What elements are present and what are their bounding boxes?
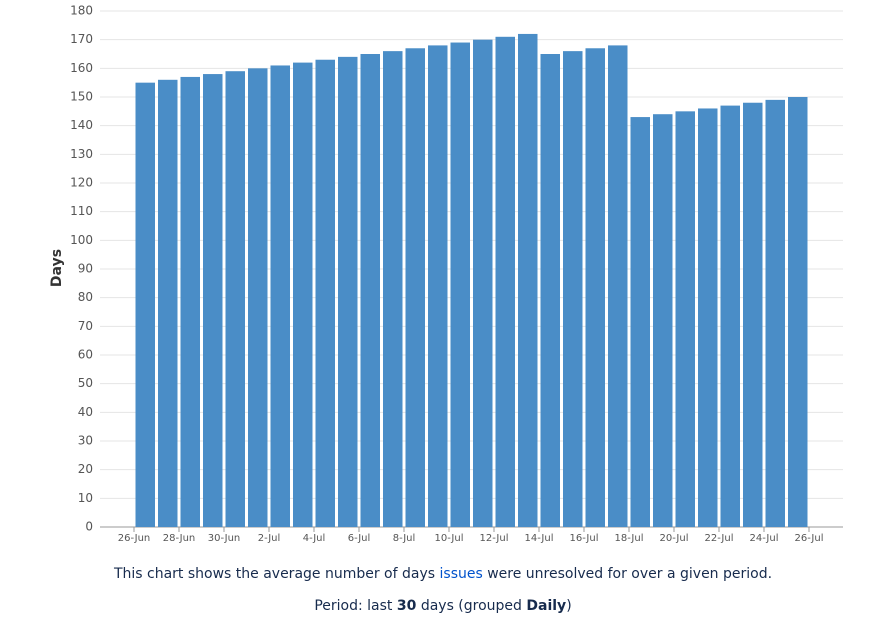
caption: This chart shows the average number of d… — [0, 566, 886, 582]
bar — [315, 59, 335, 527]
bar — [270, 65, 290, 527]
bar — [338, 56, 358, 527]
x-tick-label: 18-Jul — [615, 533, 644, 544]
bar — [293, 62, 313, 527]
y-tick-label: 50 — [78, 376, 93, 390]
bar — [180, 76, 200, 527]
y-tick-label: 160 — [70, 61, 93, 75]
y-tick-label: 90 — [78, 262, 93, 276]
caption-text: were unresolved for over a given period. — [487, 566, 773, 582]
x-tick-label: 8-Jul — [393, 533, 416, 544]
bar — [608, 45, 628, 528]
x-tick-label: 12-Jul — [480, 533, 509, 544]
x-tick-label: 28-Jun — [163, 533, 196, 544]
bar — [563, 51, 583, 528]
y-tick-label: 100 — [70, 233, 93, 247]
period-text: Period: last — [314, 598, 393, 614]
x-tick-label: 24-Jul — [750, 533, 779, 544]
bar — [203, 74, 223, 528]
period-text: days (grouped — [420, 598, 522, 614]
y-tick-label: 110 — [70, 204, 93, 218]
x-tick-label: 14-Jul — [525, 533, 554, 544]
y-tick-label: 10 — [78, 491, 93, 505]
bar — [518, 33, 538, 527]
bar — [248, 68, 268, 527]
bar — [788, 97, 808, 527]
x-tick-label: 2-Jul — [258, 533, 281, 544]
period-text: ) — [566, 598, 572, 614]
y-tick-label: 140 — [70, 118, 93, 132]
bar — [698, 108, 718, 527]
y-tick-label: 130 — [70, 147, 93, 161]
y-tick-label: 40 — [78, 405, 93, 419]
bar — [630, 117, 650, 528]
y-tick-label: 70 — [78, 319, 93, 333]
bar — [585, 48, 605, 528]
period: Period: last 30 days (grouped Daily) — [0, 598, 886, 614]
y-tick-label: 120 — [70, 176, 93, 190]
caption-text: This chart shows the average number of d… — [113, 566, 436, 582]
chart: Days 0 10 20 30 40 50 60 70 80 90 100 110 120 130 140 1… — [49, 4, 843, 544]
bar — [765, 99, 785, 527]
bar — [495, 36, 515, 528]
period-grouping: Daily — [526, 598, 567, 614]
y-tick-label: 30 — [78, 434, 93, 448]
x-tick-label: 4-Jul — [303, 533, 326, 544]
period-count: 30 — [396, 598, 417, 614]
bar — [135, 82, 155, 528]
bar — [743, 102, 763, 527]
bar — [720, 105, 740, 527]
x-tick-label: 26-Jul — [795, 533, 824, 544]
y-axis-label: Days — [49, 249, 65, 287]
x-tick-label: 6-Jul — [348, 533, 371, 544]
y-tick-label: 180 — [70, 4, 93, 18]
x-tick-label: 16-Jul — [570, 533, 599, 544]
bar — [428, 45, 448, 528]
x-tick-label: 20-Jul — [660, 533, 689, 544]
y-tick-label: 170 — [70, 32, 93, 46]
bar — [540, 54, 560, 527]
bar — [405, 48, 425, 528]
x-tick-label: 22-Jul — [705, 533, 734, 544]
bar — [473, 39, 493, 528]
x-tick-label: 30-Jun — [208, 533, 241, 544]
y-tick-label: 20 — [78, 462, 93, 476]
bar — [360, 54, 380, 527]
issues-link[interactable]: issues — [439, 566, 483, 582]
y-tick-label: 0 — [85, 520, 93, 534]
bar — [675, 111, 695, 527]
y-tick-label: 60 — [78, 348, 93, 362]
x-tick-label: 10-Jul — [435, 533, 464, 544]
bar — [653, 114, 673, 527]
y-tick-label: 80 — [78, 290, 93, 304]
bar — [450, 42, 470, 528]
x-tick-label: 26-Jun — [118, 533, 151, 544]
bar — [158, 79, 178, 528]
y-tick-label: 150 — [70, 90, 93, 104]
bar — [383, 51, 403, 528]
bar — [225, 71, 245, 527]
